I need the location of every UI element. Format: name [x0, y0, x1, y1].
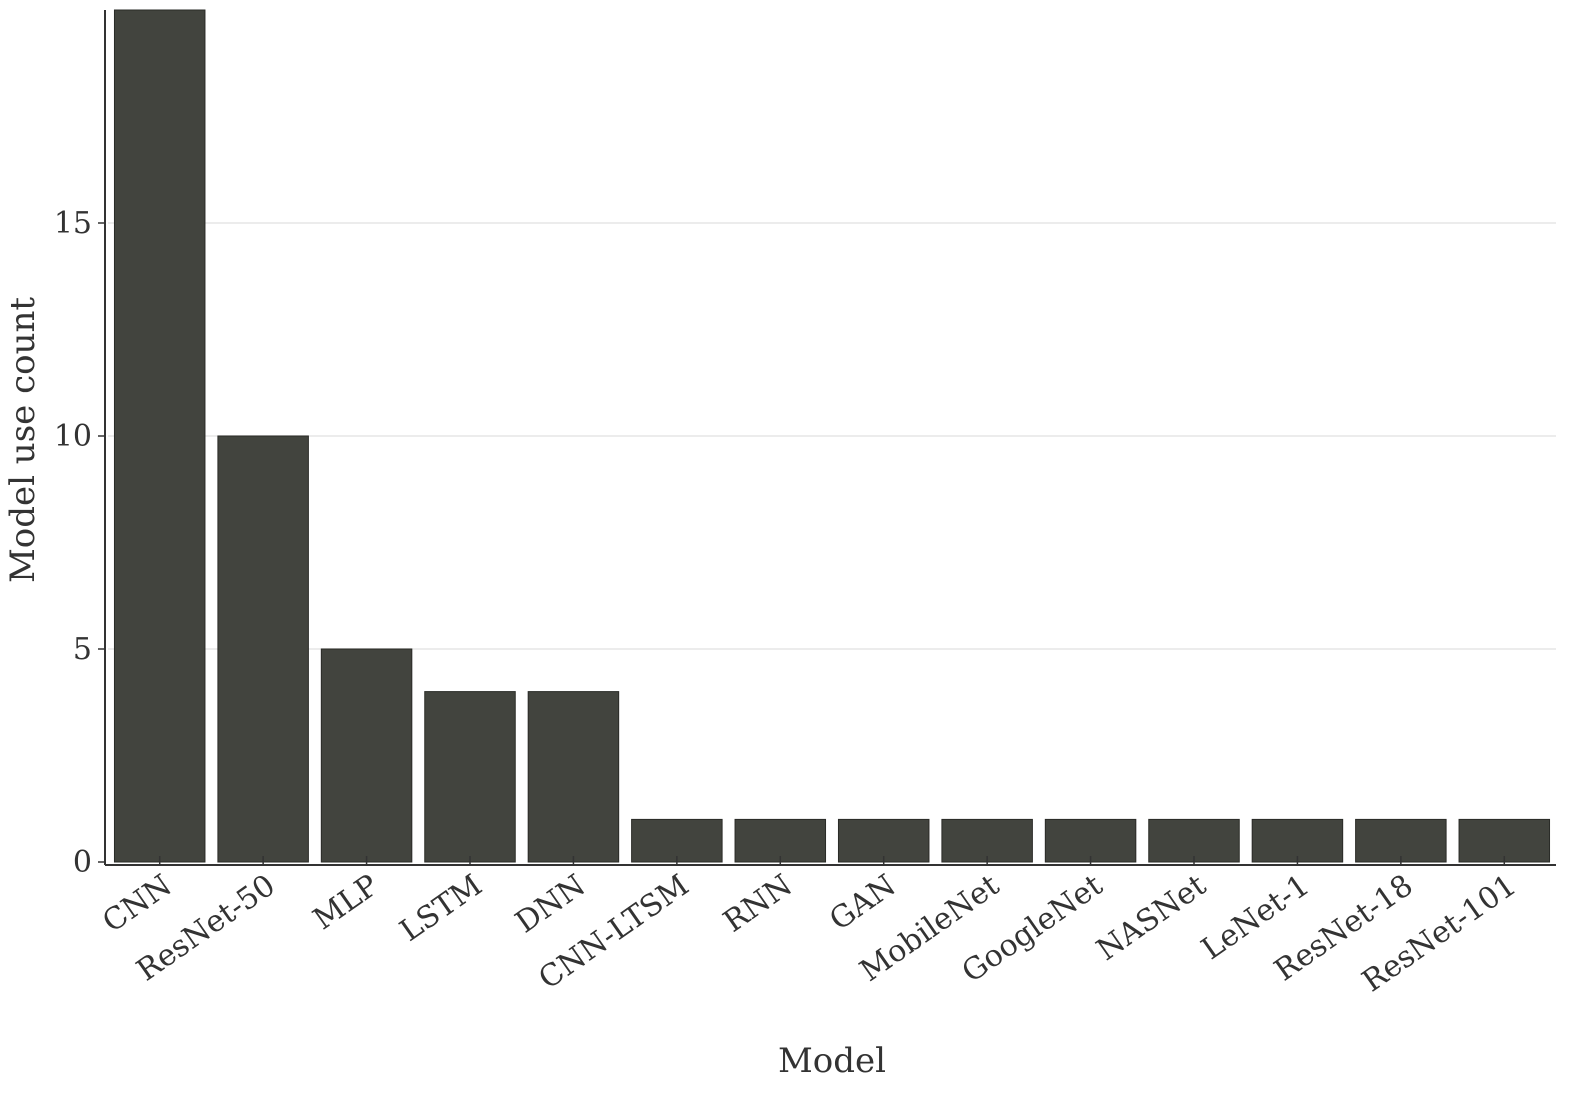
y-tick-label: 0	[73, 845, 92, 880]
x-tick-label: DNN	[509, 868, 592, 941]
bar	[320, 648, 413, 863]
y-axis-title: Model use count	[3, 297, 43, 583]
bar	[1148, 818, 1240, 863]
bars	[113, 9, 1551, 863]
bar	[113, 9, 206, 863]
x-tick-label: LSTM	[394, 868, 489, 949]
x-axis-title: Model	[778, 1041, 886, 1081]
y-ticks: 0 5 10 15	[54, 206, 105, 880]
bar	[1044, 818, 1137, 863]
grid-lines	[108, 222, 1556, 650]
axes	[104, 10, 1556, 866]
y-tick-label: 15	[54, 206, 92, 241]
bar	[734, 818, 827, 863]
x-tick-label: MLP	[307, 868, 385, 937]
x-tick-label: GAN	[823, 868, 902, 938]
bar	[631, 818, 723, 863]
y-tick-label: 5	[73, 632, 92, 667]
bar	[217, 435, 309, 863]
x-tick-label: RNN	[717, 868, 799, 940]
bar	[424, 691, 516, 863]
bar	[837, 818, 930, 863]
x-tick-label: NASNet	[1091, 868, 1213, 968]
bar	[1251, 818, 1344, 863]
x-tick-label: CNN	[96, 868, 178, 940]
bar	[941, 818, 1033, 863]
bar	[1458, 818, 1551, 863]
bar	[527, 691, 620, 863]
bar	[1355, 818, 1447, 863]
y-tick-label: 10	[54, 419, 92, 454]
